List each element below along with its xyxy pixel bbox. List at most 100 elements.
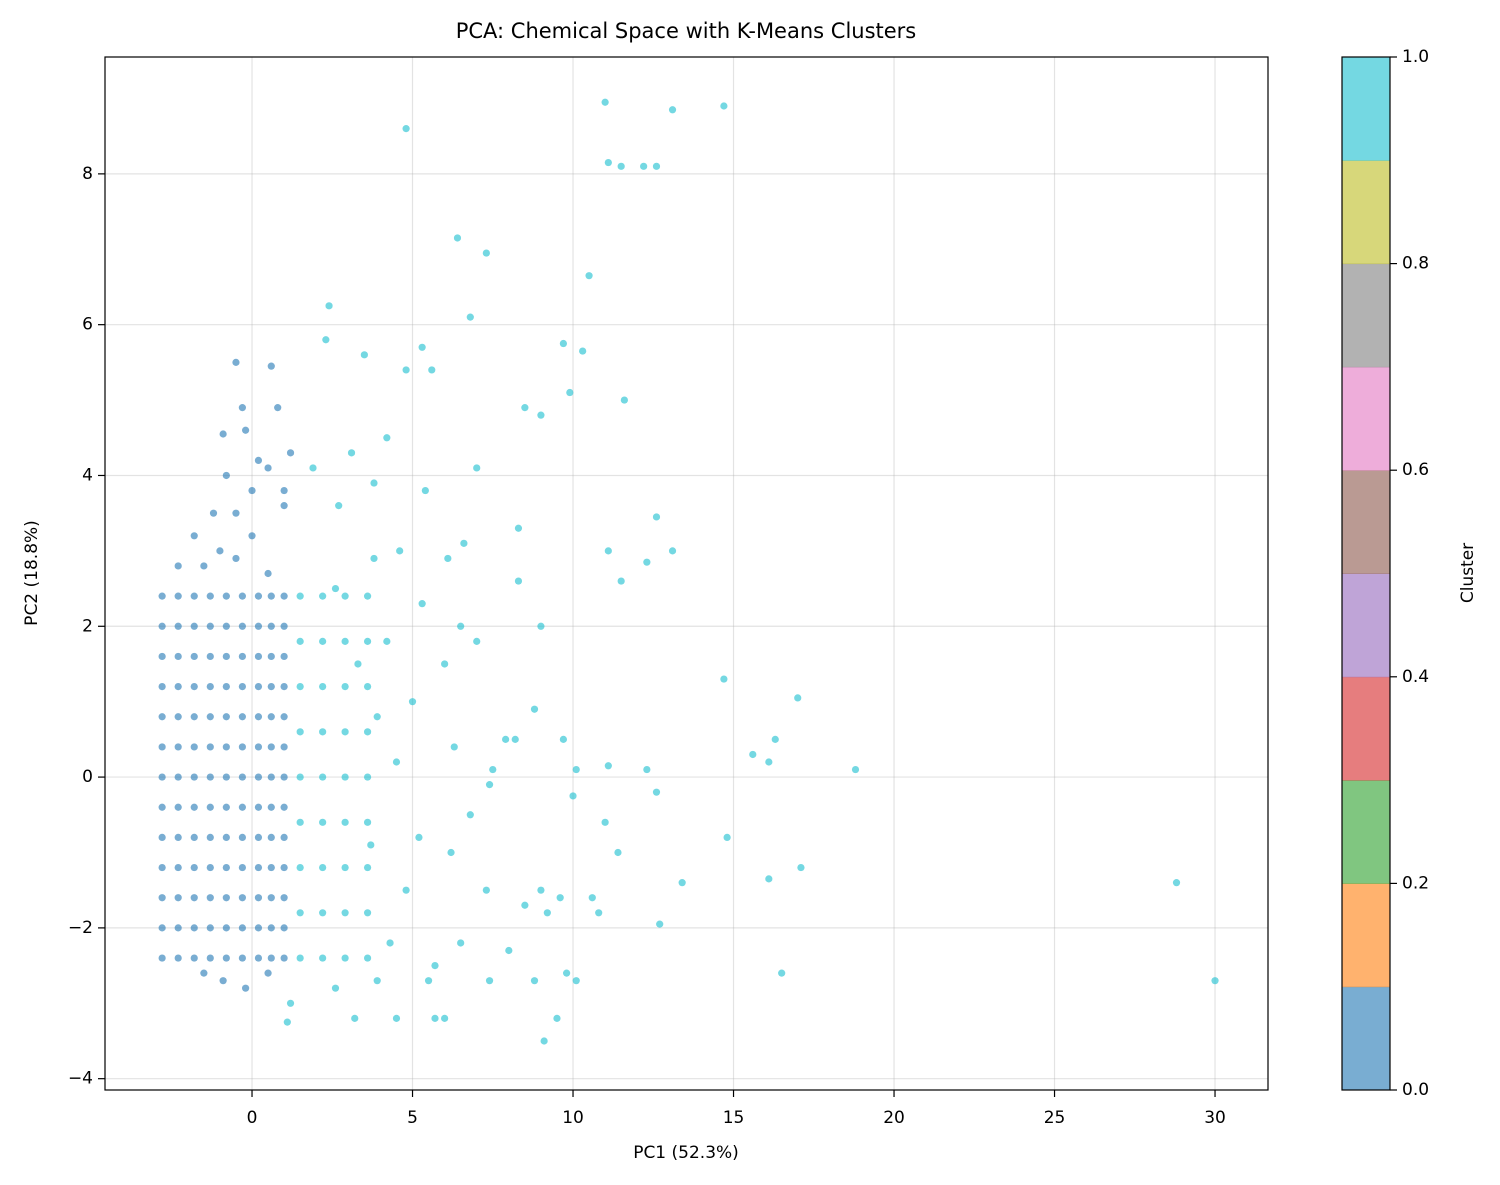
- point: [447, 848, 455, 857]
- point: [248, 486, 256, 495]
- point: [640, 162, 648, 170]
- y-tick-label: 6: [82, 315, 93, 335]
- point: [238, 833, 246, 842]
- point: [158, 773, 166, 781]
- point: [325, 302, 333, 310]
- point: [296, 637, 304, 645]
- point: [341, 773, 349, 781]
- point: [566, 388, 574, 397]
- point: [264, 464, 272, 472]
- point: [351, 1014, 359, 1022]
- point: [158, 713, 166, 721]
- point: [158, 652, 166, 661]
- colorbar-segment: [1342, 573, 1390, 678]
- point: [309, 464, 317, 472]
- point: [322, 336, 330, 344]
- point: [652, 162, 661, 170]
- point: [572, 765, 580, 774]
- point: [174, 562, 182, 570]
- point: [254, 863, 263, 872]
- y-tick-label: −2: [68, 918, 93, 938]
- point: [174, 652, 182, 661]
- point: [1211, 977, 1219, 985]
- point: [335, 502, 343, 510]
- point: [537, 411, 545, 419]
- point: [668, 106, 677, 114]
- point: [514, 524, 523, 532]
- y-tick-label: 2: [82, 616, 93, 636]
- point: [174, 803, 182, 811]
- point: [771, 735, 779, 743]
- point: [254, 954, 263, 962]
- point: [174, 713, 182, 721]
- point: [200, 969, 208, 977]
- point: [402, 886, 410, 894]
- point: [222, 743, 230, 751]
- point: [238, 622, 246, 630]
- point: [174, 683, 182, 691]
- point: [158, 743, 166, 751]
- point: [319, 773, 327, 781]
- point: [158, 833, 166, 842]
- point: [453, 234, 462, 242]
- point: [222, 924, 230, 932]
- point: [466, 313, 474, 321]
- point: [521, 404, 529, 412]
- point: [254, 803, 263, 811]
- point: [286, 449, 295, 457]
- point: [254, 833, 263, 842]
- point: [457, 939, 465, 947]
- point: [174, 924, 182, 932]
- point: [232, 358, 240, 366]
- colorbar-segment: [1342, 883, 1390, 988]
- point: [267, 863, 275, 872]
- point: [206, 803, 214, 811]
- colorbar-segment: [1342, 780, 1390, 884]
- point: [1172, 879, 1181, 887]
- point: [363, 728, 372, 736]
- point: [585, 272, 593, 280]
- point: [190, 683, 198, 691]
- point: [158, 924, 166, 932]
- point: [363, 592, 372, 600]
- point: [367, 841, 375, 849]
- point: [254, 924, 263, 932]
- point: [363, 954, 372, 962]
- point: [174, 954, 182, 962]
- point: [363, 909, 372, 917]
- point: [209, 509, 218, 517]
- point: [174, 773, 182, 781]
- point: [232, 554, 240, 563]
- point: [238, 683, 246, 691]
- point: [457, 622, 465, 630]
- point: [248, 532, 256, 540]
- point: [537, 886, 545, 894]
- y-tick-label: 4: [82, 465, 93, 485]
- point: [723, 833, 731, 842]
- point: [254, 683, 263, 691]
- point: [604, 547, 612, 555]
- point: [319, 683, 327, 691]
- point: [267, 622, 275, 630]
- point: [238, 924, 246, 932]
- point: [206, 622, 214, 630]
- point: [190, 803, 198, 811]
- point: [238, 954, 246, 962]
- point: [238, 773, 246, 781]
- point: [652, 513, 661, 521]
- point: [267, 773, 275, 781]
- point: [206, 743, 214, 751]
- point: [242, 984, 250, 992]
- point: [559, 735, 567, 743]
- point: [765, 875, 773, 883]
- point: [678, 879, 686, 887]
- point: [505, 946, 513, 955]
- point: [206, 833, 214, 842]
- point: [296, 818, 304, 826]
- point: [280, 743, 288, 751]
- point: [720, 102, 728, 110]
- point: [643, 558, 651, 566]
- point: [656, 920, 664, 928]
- point: [238, 743, 246, 751]
- point: [280, 894, 288, 902]
